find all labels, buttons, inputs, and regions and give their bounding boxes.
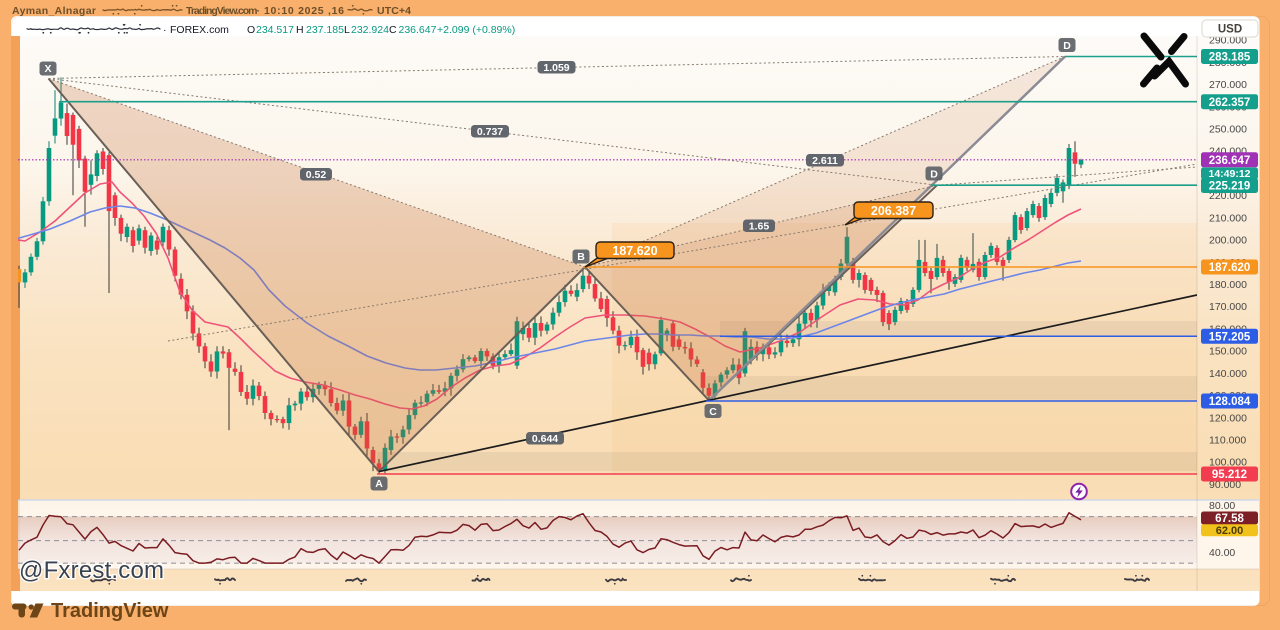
svg-text:220.000: 220.000 — [1209, 190, 1247, 202]
svg-text:O: O — [247, 24, 255, 36]
svg-text:225.219: 225.219 — [1209, 181, 1251, 193]
svg-text:290.000: 290.000 — [1209, 35, 1247, 47]
svg-text:0.644: 0.644 — [532, 433, 558, 445]
svg-text:1.059: 1.059 — [543, 62, 569, 74]
svg-text:232.924: 232.924 — [351, 24, 389, 36]
svg-text:D: D — [930, 168, 938, 180]
svg-text:80.00: 80.00 — [1209, 500, 1235, 512]
svg-text:TradingView.com·: TradingView.com· — [186, 5, 260, 17]
svg-text:1.65: 1.65 — [749, 220, 770, 232]
svg-text:283.185: 283.185 — [1209, 52, 1251, 64]
svg-text:210.000: 210.000 — [1209, 212, 1247, 224]
svg-text:2.611: 2.611 — [812, 155, 838, 167]
svg-text:0.52: 0.52 — [306, 169, 327, 181]
svg-text:270.000: 270.000 — [1209, 79, 1247, 91]
svg-text:40.00: 40.00 — [1209, 547, 1235, 559]
svg-text:C: C — [709, 406, 717, 418]
svg-text:FOREX.com: FOREX.com — [170, 24, 229, 36]
svg-text:90.000: 90.000 — [1209, 479, 1241, 491]
svg-text:150.000: 150.000 — [1209, 346, 1247, 358]
svg-text:+2.099 (+0.89%): +2.099 (+0.89%) — [437, 24, 515, 36]
svg-text:14:49:12: 14:49:12 — [1208, 168, 1250, 180]
svg-text:A: A — [375, 478, 383, 490]
svg-text:128.084: 128.084 — [1209, 396, 1251, 408]
svg-text:250.000: 250.000 — [1209, 124, 1247, 136]
svg-text:TradingView: TradingView — [51, 600, 169, 622]
svg-text:C: C — [389, 24, 397, 36]
svg-text:B: B — [577, 251, 585, 263]
svg-text:170.000: 170.000 — [1209, 301, 1247, 313]
svg-text:200.000: 200.000 — [1209, 235, 1247, 247]
svg-text:10:10 2025 ,16: 10:10 2025 ,16 — [264, 5, 344, 17]
svg-text:0.737: 0.737 — [477, 126, 503, 138]
svg-text:187.620: 187.620 — [1209, 262, 1251, 274]
svg-text:206.387: 206.387 — [871, 204, 916, 218]
svg-text:157.205: 157.205 — [1209, 331, 1251, 343]
svg-text:100.000: 100.000 — [1209, 457, 1247, 469]
svg-text:237.185: 237.185 — [306, 24, 344, 36]
svg-text:236.647: 236.647 — [399, 24, 437, 36]
svg-text:62.00: 62.00 — [1216, 525, 1244, 537]
svg-text:D: D — [1063, 40, 1071, 52]
svg-text:H: H — [296, 24, 304, 36]
svg-text:67.58: 67.58 — [1215, 513, 1244, 525]
svg-text:110.000: 110.000 — [1209, 435, 1246, 447]
svg-text:X: X — [44, 63, 51, 75]
svg-text:187.620: 187.620 — [612, 244, 657, 258]
svg-text:236.647: 236.647 — [1209, 155, 1251, 167]
svg-text:95.212: 95.212 — [1212, 469, 1247, 481]
svg-text:140.000: 140.000 — [1209, 368, 1247, 380]
svg-text:180.000: 180.000 — [1209, 279, 1247, 291]
svg-text:262.357: 262.357 — [1209, 97, 1251, 109]
svg-text:120.000: 120.000 — [1209, 412, 1247, 424]
svg-text:L: L — [344, 24, 350, 36]
svg-text:@Fxrest.com: @Fxrest.com — [19, 557, 164, 584]
svg-text:Ayman_Alnagar: Ayman_Alnagar — [12, 5, 96, 17]
svg-text:·: · — [163, 24, 167, 36]
svg-text:UTC+4: UTC+4 — [377, 5, 411, 17]
svg-text:USD: USD — [1218, 24, 1242, 36]
svg-text:234.517: 234.517 — [256, 24, 294, 36]
